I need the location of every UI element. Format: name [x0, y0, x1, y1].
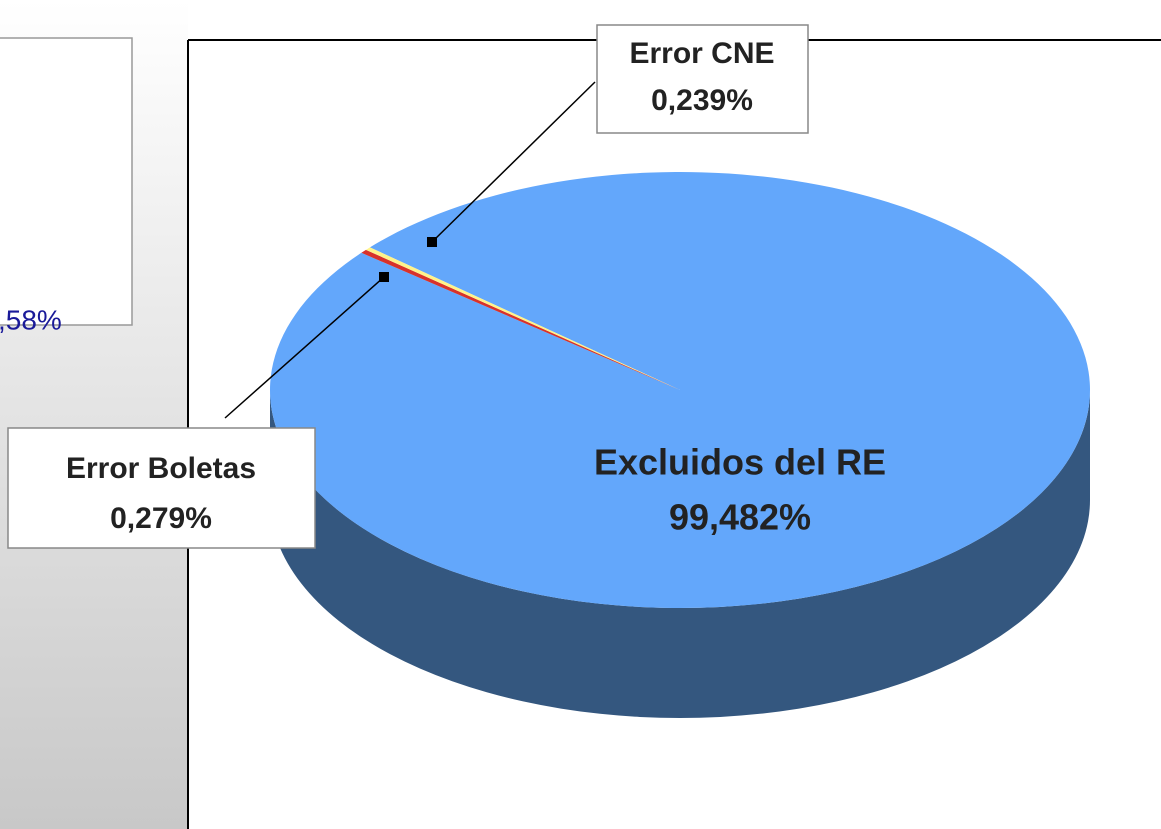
- label-box: [596, 24, 809, 134]
- slice-name: Error Boletas: [66, 452, 256, 485]
- pie-slice: [269, 172, 1090, 609]
- slice-value-label: 0,239%: [651, 84, 753, 117]
- label-box: [7, 427, 316, 549]
- slice-value-label: 99,482%: [669, 497, 811, 538]
- side-panel-text: ,58%: [0, 304, 62, 335]
- pie-slice: [365, 247, 680, 390]
- leader-marker: [427, 237, 437, 247]
- slice-name: Error CNE: [629, 37, 774, 70]
- pie-slice: [361, 249, 680, 390]
- leader-marker: [379, 272, 389, 282]
- leader-line: [431, 81, 596, 243]
- slice-value-label: 0,279%: [110, 502, 212, 535]
- pie-side: [270, 390, 1090, 718]
- slice-name: Excluidos del RE: [594, 442, 886, 483]
- pie: [269, 172, 1090, 718]
- leader-line: [224, 276, 385, 419]
- side-panel: [0, 37, 133, 326]
- labels: Excluidos del RE 99,482% Error Boletas 0,27…: [7, 24, 886, 549]
